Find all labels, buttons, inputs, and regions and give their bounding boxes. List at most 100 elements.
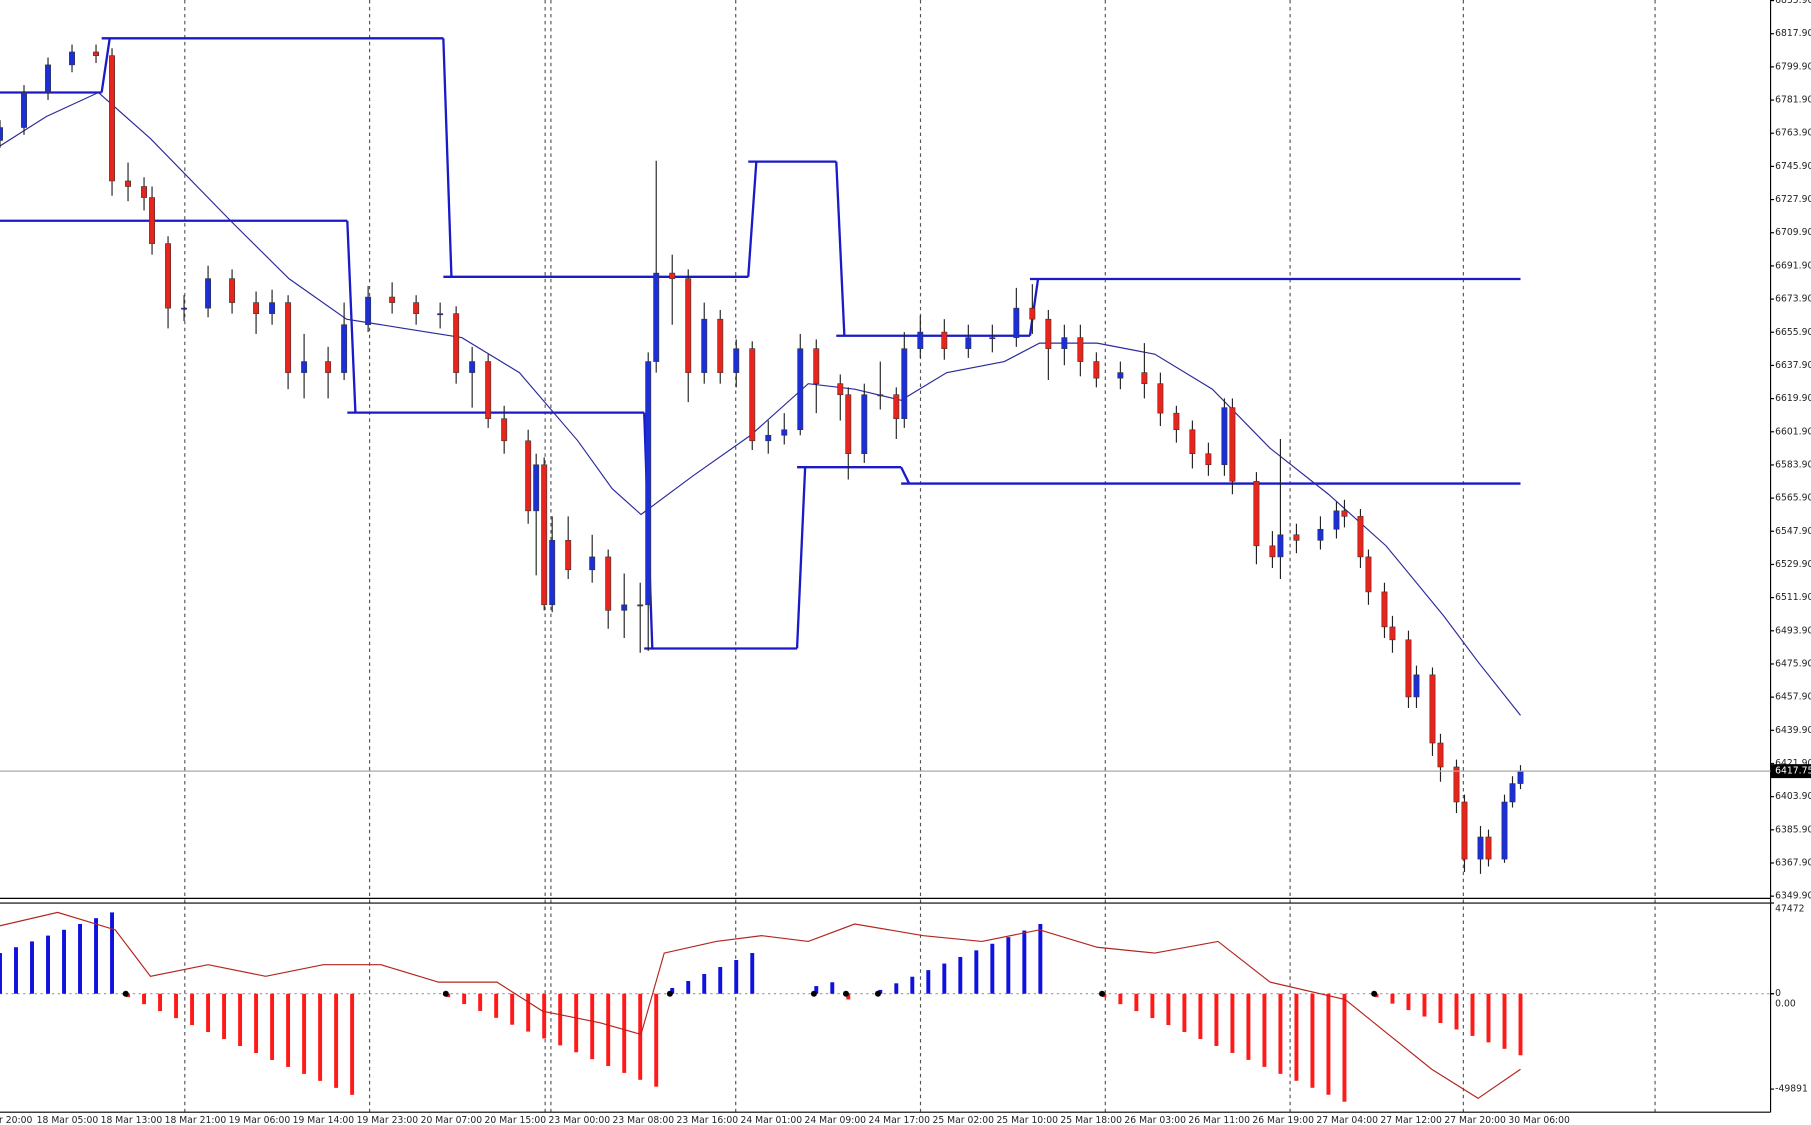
x-tick-label: 19 Mar 14:00 — [293, 1115, 355, 1125]
candle-body — [501, 418, 508, 442]
candle-body — [533, 464, 540, 512]
histogram-bar — [1006, 937, 1011, 994]
y-tick-label: 6745.90 — [1775, 161, 1811, 172]
candle-body — [605, 556, 612, 611]
histogram-bar — [814, 986, 819, 994]
y-tick-label: 6637.90 — [1775, 360, 1811, 371]
channel-step — [346, 220, 357, 413]
histogram-bar — [670, 988, 675, 994]
histogram-bar — [542, 993, 547, 1039]
histogram-bar — [846, 993, 851, 1000]
y-tick-label: 6529.90 — [1775, 559, 1811, 570]
y-tick-label: 6655.90 — [1775, 327, 1811, 338]
histogram-bar — [286, 993, 291, 1067]
y-tick-label: 6691.90 — [1775, 260, 1811, 271]
candle-body — [837, 383, 844, 396]
candle-body — [669, 272, 676, 279]
candle-body — [229, 278, 236, 303]
signal-dot — [810, 990, 817, 997]
candle-body — [549, 540, 556, 606]
candle-body — [1061, 337, 1068, 349]
candle-body — [1173, 412, 1180, 431]
candle-body — [637, 604, 644, 607]
candle-body — [69, 51, 75, 66]
x-tick-label: 30 Mar 06:00 — [1508, 1115, 1570, 1125]
x-tick-label: 19 Mar 06:00 — [229, 1115, 291, 1125]
histogram-bar — [910, 976, 915, 994]
histogram-bar — [1198, 993, 1203, 1039]
y-tick-label: 6673.90 — [1775, 294, 1811, 305]
channel-step — [100, 38, 111, 93]
y-tick-label: 6385.90 — [1775, 824, 1811, 835]
histogram-bar — [1166, 993, 1171, 1026]
candle-body — [1333, 510, 1340, 530]
candle-body — [917, 331, 924, 349]
y-tick-label: 6583.90 — [1775, 459, 1811, 470]
x-tick-label: 20 Mar 07:00 — [421, 1115, 483, 1125]
histogram-bar — [478, 993, 483, 1011]
candle-body — [1157, 383, 1164, 414]
y-tick-label: 6817.90 — [1775, 28, 1811, 39]
x-tick-label: 23 Mar 16:00 — [677, 1115, 739, 1125]
histogram-bar — [1022, 930, 1027, 994]
histogram-bar — [1406, 993, 1411, 1011]
histogram-bar — [302, 993, 307, 1074]
histogram-bar — [590, 993, 595, 1060]
histogram-bar — [638, 993, 643, 1080]
histogram-bar — [1278, 993, 1283, 1074]
histogram-bar — [62, 929, 66, 994]
histogram-bar — [622, 993, 627, 1073]
candle-body — [1093, 361, 1100, 379]
candle-body — [301, 361, 308, 373]
histogram-bar — [558, 993, 563, 1046]
candle-body — [1501, 801, 1508, 860]
y-tick-label: 6475.90 — [1775, 658, 1811, 669]
candle-body — [21, 92, 27, 128]
histogram-bar — [526, 993, 531, 1032]
x-tick-label: 25 Mar 18:00 — [1060, 1115, 1122, 1125]
candle-body — [1509, 783, 1516, 803]
histogram-bar — [462, 993, 467, 1005]
y-tick-label: 6601.90 — [1775, 426, 1811, 437]
panel-frame — [0, 0, 1772, 1113]
candle-body — [653, 272, 660, 362]
candle-body — [1517, 770, 1524, 784]
x-tick-label: 20 Mar 15:00 — [485, 1115, 547, 1125]
histogram-bar — [1486, 993, 1491, 1043]
histogram-bar — [894, 983, 899, 994]
candle-body — [93, 51, 99, 56]
histogram-bar — [1518, 993, 1523, 1056]
candle-body — [1205, 453, 1212, 466]
candle-body — [1269, 545, 1276, 558]
candle-body — [149, 197, 155, 244]
signal-line — [0, 911, 1521, 1099]
histogram-bar — [958, 956, 963, 994]
x-tick-label: 18 Mar 05:00 — [37, 1115, 99, 1125]
candle-body — [1229, 407, 1236, 482]
candle-body — [1365, 556, 1372, 593]
histogram-bar — [1246, 993, 1251, 1060]
histogram-bar — [750, 953, 755, 994]
histogram-bar — [30, 941, 34, 994]
y-tick-label: 6547.90 — [1775, 526, 1811, 537]
candle-body — [589, 556, 596, 571]
signal-dot — [122, 990, 129, 997]
histogram-bar — [574, 993, 579, 1053]
histogram-bar — [702, 974, 707, 994]
histogram-bar — [1150, 993, 1155, 1019]
histogram-bar — [190, 993, 195, 1026]
y-tick-label: 6493.90 — [1775, 625, 1811, 636]
y-tick-label: 0.00 — [1775, 999, 1796, 1010]
candle-body — [453, 313, 460, 373]
histogram-bar — [510, 993, 515, 1025]
x-tick-label: r 20:00 — [0, 1115, 32, 1125]
candle-body — [1277, 534, 1284, 558]
candle-body — [1405, 639, 1412, 698]
candle-body — [125, 180, 131, 187]
histogram-bar — [830, 982, 835, 994]
histogram-bar — [1438, 993, 1443, 1023]
candle-body — [1189, 429, 1196, 454]
histogram-bar — [238, 993, 243, 1047]
